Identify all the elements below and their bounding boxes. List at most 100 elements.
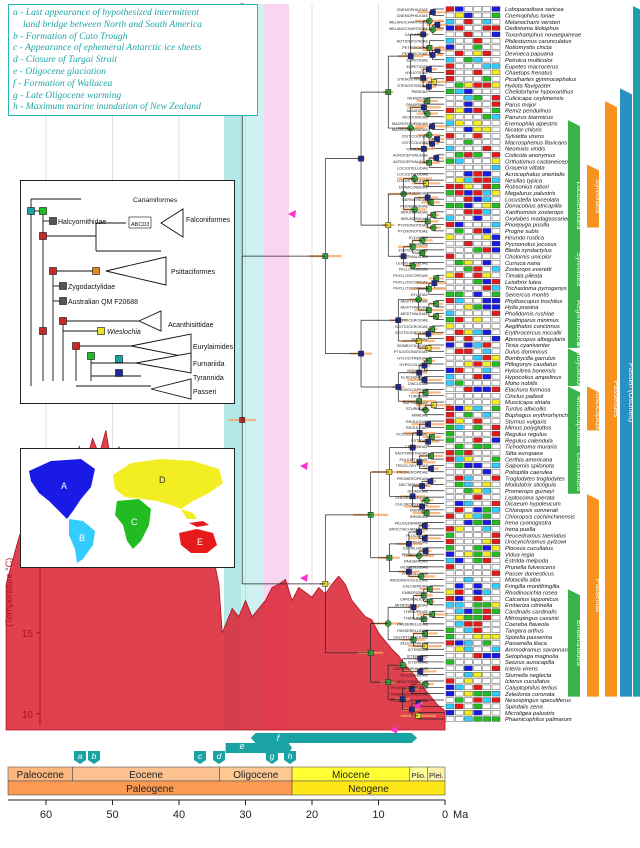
region-box — [455, 278, 464, 285]
species-label: Culicicapa ceylonensis — [505, 96, 564, 102]
region-box — [491, 545, 501, 551]
event-marker — [284, 751, 296, 764]
region-box — [482, 63, 491, 69]
region-box — [482, 342, 491, 348]
region-box — [464, 557, 473, 564]
family-label: IRENIDAE — [410, 515, 428, 519]
clade-bar — [568, 348, 580, 387]
region-box — [455, 703, 464, 709]
region-box — [445, 691, 455, 697]
species-label: Notiomystis cincta — [505, 45, 552, 51]
region-box — [464, 564, 473, 570]
event-marker-label: h — [288, 751, 293, 761]
region-box — [464, 50, 473, 56]
geologic-timescale: Paleocene Eocene Oligocene Miocene Plio. Plei… — [7, 766, 469, 821]
region-box — [473, 716, 482, 722]
family-label: MACROSPHENIDAE — [392, 122, 429, 126]
inset-node-marker — [59, 317, 67, 325]
epoch-label: Miocene — [332, 770, 370, 781]
region-box — [482, 646, 491, 652]
region-box — [491, 221, 501, 228]
region-box — [482, 361, 491, 367]
region-d-eurasia — [113, 459, 223, 509]
region-box — [482, 228, 491, 234]
region-box — [473, 646, 482, 652]
region-box — [482, 82, 491, 88]
species-label: Aegithalos concinnus — [504, 324, 560, 330]
region-box — [482, 691, 491, 697]
family-label: MOTACILLIDAE — [400, 566, 428, 570]
region-box — [473, 285, 482, 291]
family-label: STENOSTIRIDAE — [397, 84, 428, 88]
region-box — [455, 272, 464, 278]
inset-taxon-label: Australian QM F20688 — [68, 299, 138, 306]
region-box — [455, 576, 464, 583]
region-box — [491, 158, 501, 164]
species-label: Passer domesticus — [505, 571, 554, 577]
region-box — [473, 481, 482, 488]
family-label: PASSERELLIDAE — [397, 629, 428, 633]
region-box — [491, 418, 501, 424]
region-box — [473, 190, 482, 196]
pink-pointer-icon — [300, 462, 308, 470]
region-box — [464, 393, 473, 399]
region-box — [455, 323, 464, 329]
region-box — [473, 424, 482, 430]
legend-line: d - Closure of Turgai Strait — [13, 54, 118, 66]
region-box — [473, 348, 482, 354]
region-box — [482, 171, 491, 177]
region-box — [464, 437, 473, 443]
region-box — [482, 177, 491, 183]
family-label: HYLOCITREIDAE — [397, 356, 428, 360]
region-box — [445, 627, 455, 633]
region-box — [482, 69, 491, 75]
region-box — [455, 107, 464, 114]
region-box — [473, 653, 482, 659]
region-box — [482, 114, 491, 120]
region-box — [445, 557, 455, 564]
region-box — [482, 44, 491, 50]
family-label: PHYLLOSCOPIDAE — [393, 280, 428, 284]
region-box — [445, 285, 455, 291]
region-box — [455, 443, 464, 450]
family-label: STURNIDAE — [406, 407, 428, 411]
region-box — [445, 329, 455, 335]
region-box — [482, 393, 491, 399]
event-f-band — [250, 733, 418, 743]
family-label: DULIDAE — [412, 337, 429, 341]
region-box — [464, 145, 473, 152]
family-label: LEIOTHRICHIDAE — [396, 261, 428, 265]
region-box — [445, 703, 455, 709]
species-label: Icterus cucullatus — [505, 679, 550, 685]
region-d-se-asia — [181, 509, 197, 519]
clade-label: Passerida — [594, 579, 603, 613]
region-box — [445, 234, 455, 240]
region-box — [445, 114, 455, 120]
species-label: Pnoepyga pusilla — [505, 223, 550, 229]
family-label: BERNIERIDAE — [402, 192, 428, 196]
family-label: CNEMOPHILIDAE — [397, 8, 429, 12]
region-box — [455, 374, 464, 380]
region-box — [491, 285, 501, 291]
family-label: ICTERIDAE — [408, 661, 429, 665]
region-box — [482, 431, 491, 437]
family-label: ALAUDIDAE — [406, 109, 428, 113]
region-box — [491, 107, 501, 114]
inset-clade-triangle — [135, 352, 192, 374]
region-box — [491, 190, 501, 196]
region-box — [482, 507, 491, 513]
region-box — [473, 101, 482, 107]
region-box — [482, 418, 491, 424]
region-box — [455, 589, 464, 595]
region-box — [455, 386, 464, 392]
region-box — [491, 298, 501, 304]
event-marker-label: a — [78, 751, 83, 761]
region-box — [473, 456, 482, 462]
region-box — [473, 342, 482, 348]
region-box — [445, 291, 455, 297]
region-box — [464, 526, 473, 532]
region-box — [464, 82, 473, 88]
region-box — [445, 380, 455, 386]
region-box — [455, 545, 464, 551]
inset-taxon-label: Psittaciformes — [171, 269, 215, 276]
